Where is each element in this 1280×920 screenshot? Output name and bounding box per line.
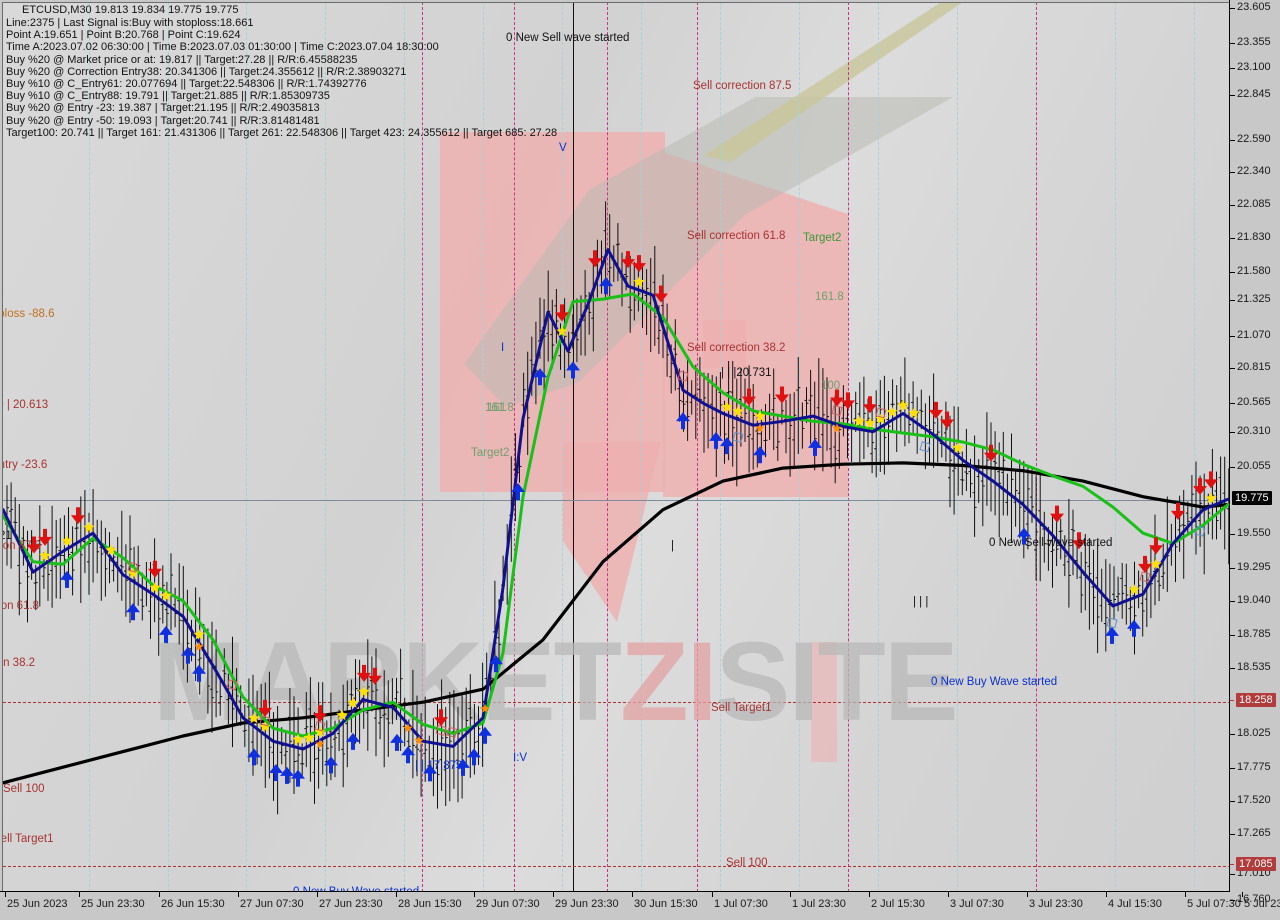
chart-annotation-a19: 161.8 — [485, 402, 514, 414]
watermark: MARKETZISITE — [153, 617, 959, 746]
sell-100-line — [3, 866, 1231, 867]
vgrid — [168, 2, 169, 892]
chart-plot-area[interactable]: MARKETZISITE 0 New Sell wave started Sell… — [2, 2, 1231, 892]
price-series-layer — [3, 201, 1231, 815]
vgrid — [641, 2, 642, 892]
vgrid — [878, 2, 879, 892]
sell-target1-line — [3, 702, 1231, 703]
chart-annotation-a17: Sell Target1 — [3, 833, 54, 845]
chart-annotation-a28: V — [559, 142, 567, 154]
vgrid-major — [697, 2, 698, 892]
fib-zone-right-top — [703, 320, 746, 368]
price-level-tick — [1230, 864, 1234, 865]
chart-annotation-a16: Sell 100 — [3, 783, 45, 795]
fast-ma-green — [3, 292, 1230, 738]
chart-annotation-a18: Target2 — [471, 447, 510, 459]
signal-markers — [27, 250, 1218, 787]
vgrid-major — [1036, 2, 1037, 892]
vgrid — [89, 2, 90, 892]
vgrid — [720, 2, 721, 892]
signal-ma-navy — [3, 248, 1230, 751]
chart-annotation-a15: correction 38.2 — [3, 657, 36, 669]
chart-annotation-a6: Sell correction 38.2 — [687, 342, 786, 354]
chart-annotation-a1: 0 New Sell wave started — [506, 32, 630, 44]
chart-annotation-a8: 100 — [821, 380, 841, 392]
current-price-line — [3, 500, 1231, 501]
watermark-part2: Z — [620, 619, 688, 744]
vgrid — [246, 2, 247, 892]
vgrid — [325, 2, 326, 892]
vgrid-major — [514, 2, 515, 892]
vgrid — [562, 2, 563, 892]
chart-annotation-a4: Target2 — [803, 232, 842, 244]
watermark-part4: SITE — [715, 619, 959, 744]
price-level-label: 17.085 — [1236, 857, 1276, 871]
chart-annotation-a30: | | | — [913, 596, 929, 608]
vgrid — [1115, 2, 1116, 892]
chart-annotation-a9: Stoploss -88.6 — [3, 308, 55, 320]
chart-annotation-a31: | — [671, 540, 674, 552]
price-level-tick — [1230, 700, 1234, 701]
vgrid — [483, 2, 484, 892]
time-axis[interactable]: 25 Jun 2023 25 Jun 23:30 26 Jun 15:30 27 Ju… — [0, 891, 1280, 920]
chart-annotation-a5: 161.8 — [815, 291, 844, 303]
watermark-part3: I — [686, 619, 717, 744]
chart-annotation-a21: Sell 100 — [726, 857, 768, 869]
chart-annotation-a26: I:V — [513, 752, 528, 764]
chart-annotation-a22: 0 New Sell wave started — [989, 537, 1113, 549]
vgrid-major — [422, 2, 423, 892]
chart-annotation-a2: Sell correction 87.5 — [693, 80, 792, 92]
chart-annotation-a7: | | |20.731 — [721, 367, 772, 379]
vgrid — [799, 2, 800, 892]
chart-annotation-a29: 161 — [487, 402, 507, 414]
chart-annotation-a12: 21 — [3, 530, 12, 542]
vgrid — [404, 2, 405, 892]
chart-annotation-a13: correction 87.5 — [2, 540, 42, 552]
chart-annotation-a20: Sell Target1 — [711, 702, 772, 714]
current-price-label: 19.775 — [1232, 491, 1272, 505]
price-axis[interactable]: 23.605 23.355 23.100 22.845 22.590 22.340 22.0… — [1229, 0, 1280, 905]
vgrid-major — [848, 2, 849, 892]
vgrid-major — [607, 2, 608, 892]
chart-annotation-a3: Sell correction 61.8 — [687, 230, 786, 242]
chart-annotation-a24: 0 New Buy Wave started — [293, 886, 420, 892]
chart-annotation-a23: 0 New Buy Wave started — [931, 676, 1058, 688]
chart-annotation-a27: I — [501, 342, 505, 354]
chart-annotation-a10: -50 | 20.613 — [3, 399, 49, 411]
price-level-label: 18.258 — [1236, 693, 1276, 707]
chart-annotation-a11: Entry -23.6 — [3, 459, 48, 471]
chart-annotation-a25: | | 17.879 — [415, 760, 463, 772]
vline-marker — [573, 2, 574, 892]
chart-annotation-a14: correction 61.8 — [3, 600, 40, 612]
vgrid — [1194, 2, 1195, 892]
